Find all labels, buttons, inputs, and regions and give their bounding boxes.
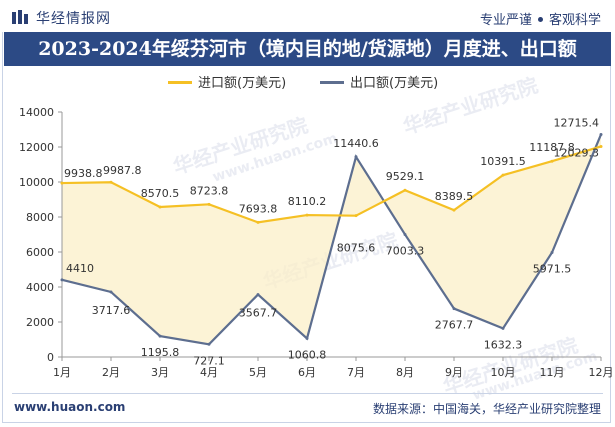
x-tick-label: 3月	[151, 366, 169, 379]
x-tick-label: 10月	[491, 366, 516, 379]
y-tick-label: 8000	[26, 211, 54, 224]
data-point-import	[501, 173, 505, 177]
data-label-export: 3717.6	[92, 304, 131, 317]
data-label-import: 7693.8	[239, 202, 278, 215]
legend-swatch-export	[320, 81, 344, 84]
data-label-export: 7003.3	[386, 244, 425, 257]
data-label-export: 11440.6	[333, 137, 379, 150]
data-point-import	[354, 214, 358, 218]
brand-logo-icon	[12, 10, 28, 24]
tag-rigorous: 专业严谨	[479, 13, 532, 28]
data-label-import: 12029.3	[554, 146, 600, 159]
y-tick-label: 10000	[19, 176, 54, 189]
footer-divider	[12, 393, 603, 394]
data-label-export: 5971.5	[533, 262, 572, 275]
data-label-import: 8075.6	[337, 242, 376, 255]
footer-source: 数据来源：中国海关，华经产业研究院整理	[372, 402, 601, 416]
x-tick-label: 5月	[249, 366, 267, 379]
x-tick-label: 2月	[102, 366, 120, 379]
data-point-export	[158, 334, 162, 338]
brand-name: 华经情报网	[36, 11, 111, 27]
data-point-import	[452, 208, 456, 212]
data-point-export	[550, 250, 554, 254]
data-point-export	[354, 155, 358, 159]
x-tick-label: 1月	[53, 366, 71, 379]
data-point-import	[305, 213, 309, 217]
data-label-import: 9529.1	[386, 170, 425, 183]
data-label-import: 9938.8	[64, 167, 103, 180]
data-label-export: 1632.3	[484, 338, 523, 351]
x-tick-label: 8月	[396, 366, 414, 379]
data-label-export: 2767.7	[435, 319, 474, 332]
x-tick-label: 12月	[589, 366, 614, 379]
data-point-import	[403, 188, 407, 192]
top-bar: 华经情报网 专业严谨 客观科学	[0, 0, 615, 32]
data-label-export: 12715.4	[554, 116, 600, 129]
data-label-export: 727.1	[193, 354, 225, 367]
data-point-import	[60, 181, 64, 185]
data-label-import: 8389.5	[435, 190, 474, 203]
x-tick-label: 9月	[445, 366, 463, 379]
data-label-import: 10391.5	[480, 155, 526, 168]
area-between-series	[62, 134, 601, 345]
data-label-export: 1060.8	[288, 348, 327, 361]
x-tick-label: 7月	[347, 366, 365, 379]
y-tick-label: 4000	[26, 281, 54, 294]
y-tick-label: 2000	[26, 316, 54, 329]
data-point-import	[550, 159, 554, 163]
data-label-import: 9987.8	[103, 164, 142, 177]
tag-objective: 客观科学	[548, 13, 601, 28]
brand-tags: 专业严谨 客观科学	[480, 9, 601, 28]
data-label-import: 8110.2	[288, 195, 327, 208]
data-point-import	[256, 220, 260, 224]
footer-website: www.huaon.com	[14, 400, 126, 414]
data-point-export	[207, 342, 211, 346]
legend-label-import: 进口额(万美元)	[198, 76, 287, 91]
data-point-export	[305, 336, 309, 340]
data-label-import: 8723.8	[190, 184, 229, 197]
data-point-import	[158, 205, 162, 209]
data-label-export: 3567.7	[239, 307, 278, 320]
data-point-export	[599, 132, 603, 136]
chart-title: 2023-2024年绥芬河市（境内目的地/货源地）月度进、出口额	[38, 38, 577, 60]
y-tick-label: 6000	[26, 246, 54, 259]
data-label-export: 4410	[66, 262, 94, 275]
data-point-import	[109, 180, 113, 184]
legend-swatch-import	[168, 81, 192, 84]
data-point-export	[256, 293, 260, 297]
data-point-import	[599, 144, 603, 148]
y-tick-label: 0	[47, 351, 54, 364]
data-point-import	[207, 202, 211, 206]
data-point-export	[403, 232, 407, 236]
y-tick-label: 12000	[19, 141, 54, 154]
data-point-export	[109, 290, 113, 294]
series-line-export	[61, 134, 603, 346]
x-tick-label: 11月	[540, 366, 565, 379]
tag-separator-dot	[537, 17, 543, 22]
data-label-import: 11187.8	[529, 141, 575, 154]
legend-label-export: 出口额(万美元)	[350, 76, 439, 91]
data-point-export	[60, 278, 64, 282]
series-line-import	[61, 145, 602, 224]
x-tick-label: 6月	[298, 366, 316, 379]
y-tick-label: 14000	[19, 106, 54, 119]
chart-legend: 进口额(万美元) 出口额(万美元)	[0, 72, 615, 94]
title-bar: 2023-2024年绥芬河市（境内目的地/货源地）月度进、出口额	[4, 32, 611, 66]
data-point-export	[452, 307, 456, 311]
data-point-export	[501, 326, 505, 330]
data-label-export: 1195.8	[141, 346, 180, 359]
x-tick-label: 4月	[200, 366, 218, 379]
data-label-import: 8570.5	[141, 187, 180, 200]
